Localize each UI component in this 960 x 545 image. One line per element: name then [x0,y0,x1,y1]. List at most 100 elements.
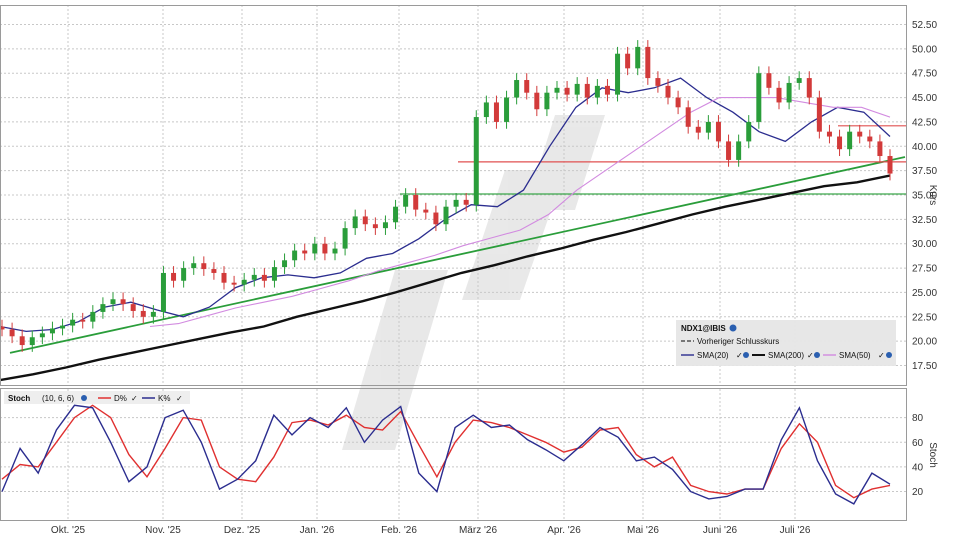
candle-body [736,141,742,160]
stoch-y-tick-label: 80 [912,413,924,424]
sma-line-SMA50 [149,97,891,328]
legend-title: NDX1@IBIS [681,324,726,333]
legend: NDX1@IBIS Vorheriger Schlusskurs SMA(20)… [676,320,896,366]
candle-body [39,333,45,338]
candle-body [746,121,752,142]
candle-body [352,216,358,229]
candle-body [0,326,5,330]
check-icon[interactable]: ✓ [878,351,885,360]
candle-body [403,195,409,207]
settings-icon[interactable] [886,352,892,358]
x-tick-label: Mai '26 [627,525,659,536]
candle-body [615,53,621,95]
candle-body [433,212,439,225]
candle-body [29,337,35,346]
stoch-line-K [1,404,891,505]
price-panel: 17.50 20.00 22.50 25.00 27.50 30.00 32.50 35.00… [0,5,938,386]
candle-body [312,243,318,254]
price-y-tick-label: 22.50 [912,312,937,323]
candle-body [705,121,711,133]
candle-body [776,87,782,103]
check-icon[interactable]: ✓ [807,351,814,360]
legend-label-d: D% [114,394,127,403]
candle-body [322,243,328,254]
info-icon[interactable] [729,324,737,332]
candle-body [766,73,772,88]
stoch-line-D [1,404,891,499]
candle-body [685,107,691,127]
candle-body [483,102,489,118]
stoch-y-tick-label: 60 [912,438,924,449]
stoch-y-axis-label: Stoch [927,442,938,468]
price-panel-border [0,5,907,386]
x-tick-label: Nov. '25 [145,525,181,536]
candle-body [60,325,66,329]
price-y-tick-label: 35.00 [912,191,937,202]
price-y-tick-label: 25.00 [912,288,937,299]
x-tick-label: Okt. '25 [51,525,86,536]
legend-label-sma200: SMA(200) [768,351,804,360]
candle-body [19,336,25,346]
check-icon[interactable]: ✓ [176,394,183,403]
stoch-panel-border [0,388,907,521]
candle-body [675,97,681,108]
candle-body [655,78,661,86]
candle-body [130,304,136,311]
x-tick-label: Juli '26 [780,525,811,536]
candle-body [514,80,520,98]
price-y-tick-label: 52.50 [912,20,937,31]
price-y-axis-label: Kurs [927,185,938,206]
stochastic-panel: Stoch (10, 6, 6) D% ✓ K% ✓ 20 40 60 80 Stoc… [0,388,938,521]
candle-body [120,299,126,305]
candle-body [796,78,802,83]
legend-label-prev-close: Vorheriger Schlusskurs [697,337,779,346]
candle-body [80,319,86,322]
candle-body [271,267,277,281]
candle-body [362,216,368,225]
info-icon[interactable] [81,395,87,401]
candle-body [504,97,510,122]
candle-body [201,263,207,270]
candle-body [413,195,419,210]
candle-body [544,92,550,110]
check-icon[interactable]: ✓ [131,394,138,403]
candle-body [423,209,429,213]
settings-icon[interactable] [814,352,820,358]
candle-body [806,78,812,98]
candle-body [181,268,187,281]
price-y-tick-label: 42.50 [912,117,937,128]
candle-body [140,310,146,317]
candle-body [261,274,267,281]
check-icon[interactable]: ✓ [736,351,743,360]
candle-body [604,85,610,95]
candle-body [584,83,590,98]
x-tick-label: Juni '26 [703,525,738,536]
x-axis: Okt. '25 Nov. '25 Dez. '25 Jan. '26 Feb. '26… [51,525,811,536]
candle-body [837,136,843,150]
candle-body [171,272,177,281]
candle-body [70,319,76,326]
candle-body [453,199,459,207]
candle-body [100,304,106,312]
candle-body [90,311,96,322]
candle-body [726,141,732,160]
candle-body [695,126,701,133]
stoch-y-tick-label: 40 [912,462,924,473]
stoch-lines [1,404,891,505]
x-tick-label: Jan. '26 [300,525,335,536]
candle-body [332,248,338,254]
price-y-tick-label: 20.00 [912,337,937,348]
candle-body [302,250,308,254]
candle-body [554,87,560,93]
price-y-tick-label: 47.50 [912,69,937,80]
candle-body [635,46,641,69]
candle-body [443,206,449,225]
candle-body [524,80,530,93]
price-y-axis: 17.50 20.00 22.50 25.00 27.50 30.00 32.50 35.00… [912,20,937,372]
price-y-tick-label: 17.50 [912,361,937,372]
stoch-y-axis: 20 40 60 80 [912,413,924,498]
price-y-tick-label: 30.00 [912,239,937,250]
settings-icon[interactable] [743,352,749,358]
